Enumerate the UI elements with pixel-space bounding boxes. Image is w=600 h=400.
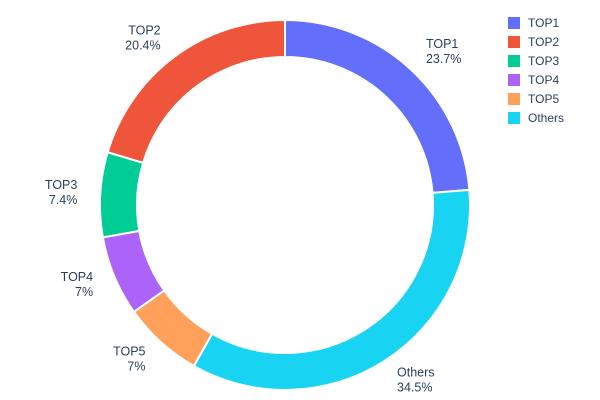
legend-swatch-top2 [508,36,520,48]
legend-label: Others [528,111,565,125]
slice-label-top2: TOP2 20.4% [125,23,161,52]
legend-item-top4[interactable]: TOP4 [508,74,564,86]
legend-item-top2[interactable]: TOP2 [508,36,564,48]
legend-item-top1[interactable]: TOP1 [508,17,564,29]
legend-label: TOP5 [528,92,560,106]
legend-label: TOP4 [528,73,560,87]
legend-item-others[interactable]: Others [508,112,564,124]
slice-top3[interactable] [99,151,145,239]
legend-label: TOP2 [528,35,560,49]
legend-swatch-top5 [508,93,520,105]
legend-swatch-top1 [508,17,520,29]
legend-item-top3[interactable]: TOP3 [508,55,564,67]
legend-label: TOP3 [528,54,560,68]
slice-label-top5: TOP5 7% [113,344,145,373]
legend-swatch-top4 [508,74,520,86]
slice-label-top1: TOP1 23.7% [426,37,461,66]
legend: TOP1 TOP2 TOP3 TOP4 TOP5 Others [508,17,564,124]
legend-item-top5[interactable]: TOP5 [508,93,564,105]
slice-label-top3: TOP3 7.4% [45,178,77,207]
slice-label-others: Others 34.5% [397,365,435,394]
slice-top2[interactable] [106,19,286,164]
legend-label: TOP1 [528,16,560,30]
slice-label-top4: TOP4 7% [61,270,93,299]
legend-swatch-others [508,112,520,124]
legend-swatch-top3 [508,55,520,67]
slice-others[interactable] [192,188,471,391]
